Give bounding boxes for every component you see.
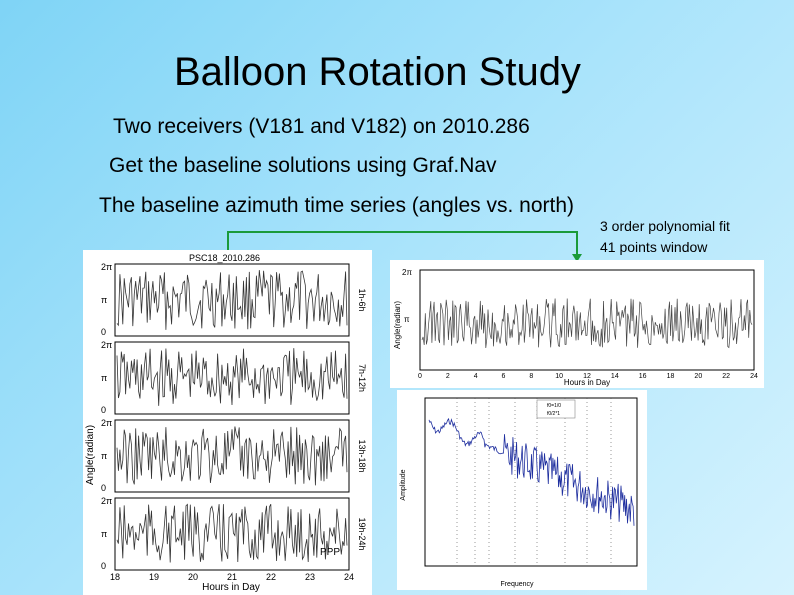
right-xtick: 6 xyxy=(502,373,506,380)
strip-frame xyxy=(114,497,350,571)
spectrum-xlabel: Frequency xyxy=(500,581,534,588)
spectrum-legend-box xyxy=(536,399,576,419)
note-polynomial-fit: 3 order polynomial fit xyxy=(600,218,730,234)
note-window: 41 points window xyxy=(600,239,708,255)
right-ytick-2pi: 2π xyxy=(402,268,412,277)
left-xtick: 19 xyxy=(149,572,159,582)
right-xtick: 8 xyxy=(529,373,533,380)
strip-trace xyxy=(116,426,348,486)
spectrum-legend-2: f0/2*1 xyxy=(547,411,560,417)
right-xtick: 2 xyxy=(446,373,450,380)
spectrum-frame xyxy=(424,397,638,567)
bullet-azimuth-series: The baseline azimuth time series (angles… xyxy=(99,194,575,217)
right-xtick: 20 xyxy=(694,373,702,380)
strip-frame xyxy=(114,263,350,337)
ppp-label: PPP xyxy=(320,547,340,558)
bullet-receivers: Two receivers (V181 and V182) on 2010.28… xyxy=(113,115,530,138)
right-xtick: 16 xyxy=(639,373,647,380)
right-plot-ylabel: Angle(radian) xyxy=(393,301,402,349)
right-xtick: 0 xyxy=(418,373,422,380)
right-xtick: 22 xyxy=(722,373,730,380)
left-xtick: 20 xyxy=(188,572,198,582)
strip-frame xyxy=(114,341,350,415)
right-xtick: 14 xyxy=(611,373,619,380)
strip-frame xyxy=(114,419,350,493)
right-plot-trace xyxy=(421,298,753,349)
right-plot-xlabel: Hours in Day xyxy=(564,378,610,387)
strip-trace xyxy=(116,270,348,330)
right-xtick: 10 xyxy=(555,373,563,380)
left-xtick: 23 xyxy=(305,572,315,582)
strip-ytick: π xyxy=(101,451,107,461)
strip-ytick: 2π xyxy=(101,340,112,350)
left-xtick: 24 xyxy=(344,572,354,582)
bullet-baseline-solutions: Get the baseline solutions using Graf.Na… xyxy=(109,154,497,177)
strip-ytick: π xyxy=(101,295,107,305)
strip-ytick: π xyxy=(101,529,107,539)
strip-label: 13h-18h xyxy=(357,439,367,472)
left-plot-title: PSC18_2010.286 xyxy=(189,253,260,263)
left-plot-ylabel: Angle(radian) xyxy=(85,425,96,485)
strip-ytick: 0 xyxy=(101,327,106,337)
strip-label: 7h-12h xyxy=(357,364,367,392)
left-plot-xlabel: Hours in Day xyxy=(202,582,260,593)
right-xtick: 18 xyxy=(667,373,675,380)
strip-label: 1h-6h xyxy=(357,288,367,311)
right-ytick-pi: π xyxy=(404,315,410,324)
strip-ytick: π xyxy=(101,373,107,383)
strip-trace xyxy=(116,503,348,563)
strip-ytick: 0 xyxy=(101,483,106,493)
spectrum-ylabel: Amplitude xyxy=(400,469,407,500)
strip-label: 19h-24h xyxy=(357,517,367,550)
spectrum-plot: f0=1/0 f0/2*1 Amplitude Frequency xyxy=(397,390,647,590)
strip-ytick: 0 xyxy=(101,405,106,415)
spectrum-legend-1: f0=1/0 xyxy=(547,403,561,409)
stacked-angle-plot: PSC18_2010.286 2π π 0 1h-6h 2π π 0 7h-12h 2π π 0 13… xyxy=(83,250,372,595)
left-xtick: 21 xyxy=(227,572,237,582)
strip-ytick: 2π xyxy=(101,496,112,506)
left-xtick: 22 xyxy=(266,572,276,582)
right-xtick: 12 xyxy=(583,373,591,380)
spectrum-trace xyxy=(428,417,635,526)
azimuth-overview-plot: 2π π Angle(radian) 0 2 4 6 8 10 12 14 16 18 20 22 24… xyxy=(390,260,764,388)
strip-ytick: 2π xyxy=(101,418,112,428)
strip-trace xyxy=(116,348,348,406)
left-xtick: 18 xyxy=(110,572,120,582)
right-xtick: 24 xyxy=(750,373,758,380)
strip-ytick: 2π xyxy=(101,262,112,272)
slide-title: Balloon Rotation Study xyxy=(174,50,581,94)
right-xtick: 4 xyxy=(474,373,478,380)
right-plot-frame xyxy=(419,269,755,371)
strip-ytick: 0 xyxy=(101,561,106,571)
